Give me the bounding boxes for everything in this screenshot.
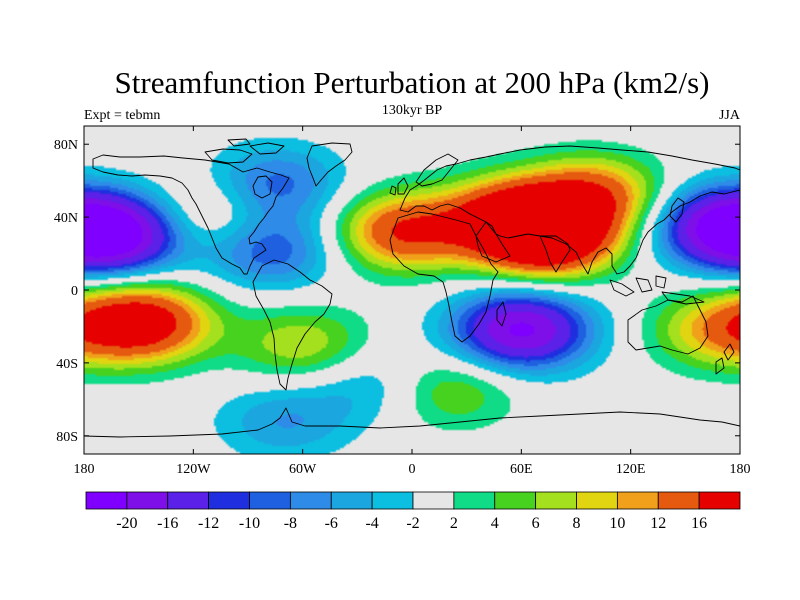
y-tick-label: 80N	[54, 138, 78, 153]
colorbar-label: 4	[491, 515, 499, 532]
coast-antarctica	[84, 407, 740, 438]
coast-hudson-bay	[252, 175, 273, 199]
coast-north-america	[92, 154, 290, 275]
coast-greenland	[306, 142, 353, 187]
colorbar-swatch	[289, 491, 332, 510]
coast-british-isles	[389, 177, 409, 196]
coast-africa	[389, 211, 499, 343]
colorbar-label: -4	[365, 515, 378, 532]
colorbar-swatch	[535, 491, 577, 510]
x-tick-label: 120E	[616, 462, 646, 477]
y-tick-label: 40S	[56, 357, 78, 372]
coastlines	[84, 138, 740, 438]
coast-japan	[669, 197, 685, 223]
coast-australia	[627, 295, 709, 355]
colorbar-swatch	[657, 491, 700, 510]
coast-new-zealand	[715, 343, 735, 375]
colorbar-swatch	[453, 491, 496, 510]
colorbar-label: -20	[116, 515, 137, 532]
colorbar-label: -12	[198, 515, 219, 532]
coast-scandinavia	[415, 153, 459, 187]
y-tick-label: 0	[71, 284, 78, 299]
colorbar-swatch	[330, 491, 373, 510]
colorbar-swatch	[126, 491, 169, 510]
colorbar-swatch	[412, 491, 455, 510]
y-tick-label: 40N	[54, 211, 78, 226]
x-tick-label: 60E	[510, 462, 533, 477]
colorbar-label: -2	[406, 515, 419, 532]
x-tick-label: 180	[74, 462, 95, 477]
colorbar-swatch	[249, 491, 291, 510]
colorbar-label: -6	[325, 515, 338, 532]
colorbar-swatch	[371, 491, 414, 510]
x-tick-label: 60W	[289, 462, 317, 477]
coast-india	[539, 235, 571, 273]
coast-arabian-peninsula	[475, 221, 511, 263]
map-panel: 180 120W 60W 0 60E 120E 180 80N 40N 0 40S 80S	[54, 125, 751, 477]
coast-south-america	[252, 259, 333, 391]
chart-subtitle-right: JJA	[719, 108, 741, 123]
colorbar-label: 10	[609, 515, 625, 532]
x-tick-label: 120W	[176, 462, 211, 477]
colorbar-label: -10	[239, 515, 260, 532]
colorbar-label: 6	[532, 515, 540, 532]
chart-subtitle-center: 130kyr BP	[382, 103, 443, 118]
colorbar-label: -16	[157, 515, 178, 532]
colorbar-label: 2	[450, 515, 458, 532]
coast-madagascar	[496, 301, 507, 327]
colorbar-swatch	[167, 491, 210, 510]
colorbar: -20 -16 -12 -10 -8 -6 -4 -2 2 4 6 8 10 12 16	[85, 491, 741, 532]
y-tick-label: 80S	[56, 430, 78, 445]
x-tick-label: 180	[730, 462, 751, 477]
coast-canadian-arctic-islands	[204, 138, 285, 164]
coast-eurasia	[399, 145, 740, 275]
colorbar-swatch	[698, 491, 741, 510]
colorbar-label: 12	[650, 515, 666, 532]
chart-subtitle-left: Expt = tebmn	[84, 108, 160, 123]
colorbar-swatch	[576, 491, 618, 510]
colorbar-label: 16	[691, 515, 707, 532]
colorbar-swatch	[494, 491, 537, 510]
chart-title: Streamfunction Perturbation at 200 hPa (…	[115, 65, 710, 100]
colorbar-swatch	[616, 491, 659, 510]
axis-ticks: 180 120W 60W 0 60E 120E 180 80N 40N 0 40S 80S	[54, 126, 751, 477]
colorbar-swatch	[208, 491, 250, 510]
colorbar-label: 8	[573, 515, 581, 532]
x-tick-label: 0	[409, 462, 416, 477]
colorbar-label: -8	[284, 515, 297, 532]
coast-southeast-asia-islands	[609, 275, 705, 305]
colorbar-swatch	[85, 491, 128, 510]
